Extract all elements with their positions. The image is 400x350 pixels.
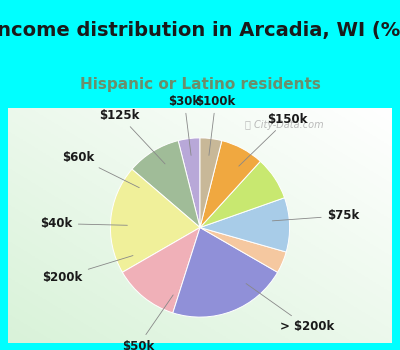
- Text: > $200k: > $200k: [246, 284, 334, 333]
- Text: Income distribution in Arcadia, WI (%): Income distribution in Arcadia, WI (%): [0, 21, 400, 40]
- Wedge shape: [200, 228, 286, 272]
- Wedge shape: [200, 161, 284, 228]
- Text: ⓘ City-Data.com: ⓘ City-Data.com: [245, 120, 324, 130]
- Wedge shape: [200, 138, 222, 228]
- Wedge shape: [173, 228, 278, 317]
- Text: $100k: $100k: [196, 95, 236, 155]
- Wedge shape: [200, 198, 290, 252]
- Text: $60k: $60k: [62, 151, 139, 188]
- Text: Hispanic or Latino residents: Hispanic or Latino residents: [80, 77, 320, 92]
- Text: $200k: $200k: [42, 256, 133, 284]
- Text: $75k: $75k: [272, 209, 359, 222]
- Text: $30k: $30k: [168, 95, 200, 155]
- Text: $50k: $50k: [122, 295, 173, 350]
- Wedge shape: [122, 228, 200, 313]
- Wedge shape: [132, 141, 200, 228]
- Wedge shape: [200, 141, 260, 228]
- Text: $125k: $125k: [100, 109, 165, 164]
- Wedge shape: [178, 138, 200, 228]
- Wedge shape: [110, 169, 200, 272]
- Text: $150k: $150k: [239, 113, 307, 166]
- Text: $40k: $40k: [40, 217, 127, 230]
